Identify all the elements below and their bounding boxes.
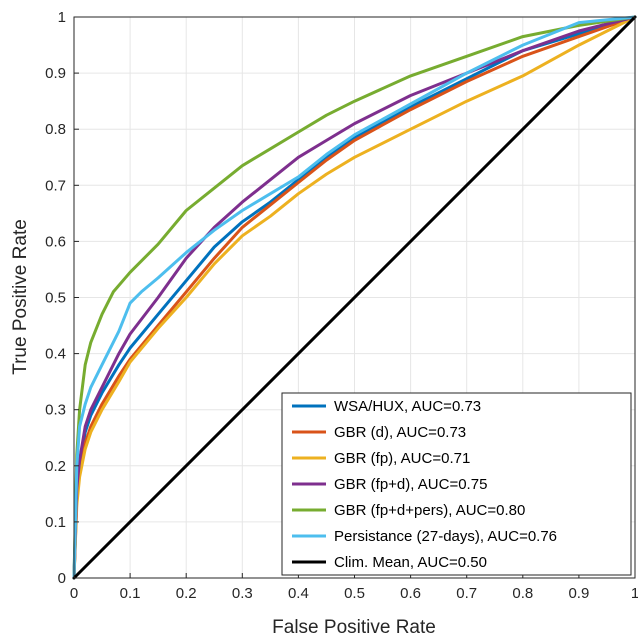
y-tick-label: 0.8 bbox=[45, 121, 66, 138]
series-line-1 bbox=[72, 15, 637, 580]
series-lines bbox=[72, 15, 637, 580]
x-tick-label: 0.1 bbox=[120, 585, 141, 602]
x-axis-label: False Positive Rate bbox=[272, 617, 436, 638]
legend-box bbox=[281, 392, 632, 576]
y-tick-label: 0.9 bbox=[45, 65, 66, 82]
legend-label-6: Clim. Mean, AUC=0.50 bbox=[334, 554, 487, 571]
axis-ticks: 0 0.1 0.2 0.3 0.4 0.5 0.6 0.7 0.8 0.9 1 0 0.1 0.2 0.3 0… bbox=[45, 9, 638, 602]
legend-label-1: GBR (d), AUC=0.73 bbox=[334, 424, 466, 441]
legend-label-5: Persistance (27-days), AUC=0.76 bbox=[334, 528, 557, 545]
y-tick-label: 0.5 bbox=[45, 290, 66, 307]
x-tick-label: 1 bbox=[631, 585, 638, 602]
series-line-6 bbox=[72, 15, 637, 580]
series-line-3 bbox=[72, 15, 637, 580]
y-tick-label: 0.6 bbox=[45, 233, 66, 250]
x-tick-label: 0.5 bbox=[344, 585, 365, 602]
x-tick-label: 0.3 bbox=[232, 585, 253, 602]
x-tick-label: 0.8 bbox=[512, 585, 533, 602]
y-axis-label: True Positive Rate bbox=[10, 219, 31, 375]
legend-label-0: WSA/HUX, AUC=0.73 bbox=[334, 398, 481, 415]
y-tick-label: 0.4 bbox=[45, 346, 66, 363]
y-tick-label: 0 bbox=[58, 570, 66, 587]
legend-label-4: GBR (fp+d+pers), AUC=0.80 bbox=[334, 502, 525, 519]
y-tick-label: 0.7 bbox=[45, 177, 66, 194]
y-tick-label: 0.3 bbox=[45, 402, 66, 419]
legend-label-3: GBR (fp+d), AUC=0.75 bbox=[334, 476, 487, 493]
x-tick-label: 0.4 bbox=[288, 585, 309, 602]
legend: WSA/HUX, AUC=0.73 GBR (d), AUC=0.73 GBR (f… bbox=[281, 392, 632, 576]
x-tick-label: 0.7 bbox=[456, 585, 477, 602]
series-line-4 bbox=[72, 15, 637, 580]
legend-label-2: GBR (fp), AUC=0.71 bbox=[334, 450, 470, 467]
y-tick-label: 0.1 bbox=[45, 514, 66, 531]
y-tick-label: 0.2 bbox=[45, 458, 66, 475]
x-tick-label: 0.9 bbox=[568, 585, 589, 602]
series-line-5 bbox=[72, 15, 637, 580]
x-tick-label: 0.6 bbox=[400, 585, 421, 602]
x-tick-label: 0.2 bbox=[176, 585, 197, 602]
series-line-2 bbox=[72, 15, 637, 580]
x-tick-label: 0 bbox=[70, 585, 78, 602]
y-tick-label: 1 bbox=[58, 9, 66, 26]
series-line-0 bbox=[72, 15, 637, 580]
